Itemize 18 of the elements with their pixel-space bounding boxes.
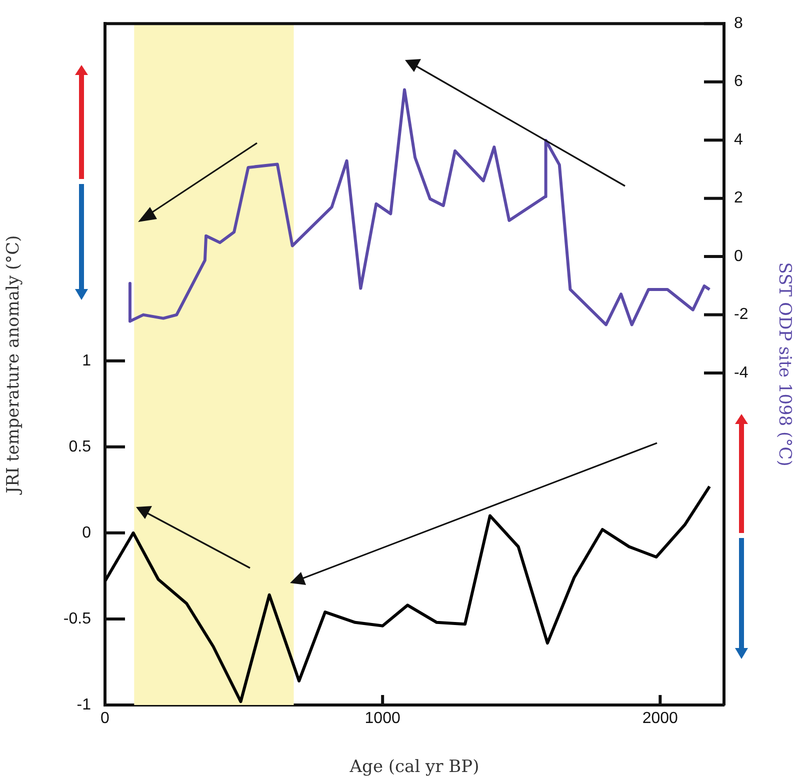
y-tick-label: 0 bbox=[82, 524, 92, 542]
y-axis-title: JRI temperature anomaly (°C) bbox=[4, 235, 24, 496]
x-tick-label: 2000 bbox=[642, 710, 678, 728]
x-tick-label: 0 bbox=[100, 710, 110, 728]
y-tick-label: -0.5 bbox=[63, 610, 92, 628]
y2-tick-label: 8 bbox=[734, 15, 743, 32]
y2-tick-label: 2 bbox=[734, 190, 743, 207]
y-tick-label: -1 bbox=[76, 696, 92, 714]
y2-tick-label: -4 bbox=[734, 364, 748, 382]
y-tick-label: 1 bbox=[82, 352, 92, 370]
y2-tick-label: 4 bbox=[734, 131, 743, 148]
x-tick-label: 1000 bbox=[364, 710, 400, 728]
y2-axis-title: SST ODP site 1098 (°C) bbox=[774, 262, 794, 466]
y2-tick-label: 6 bbox=[734, 73, 743, 90]
x-axis-title: Age (cal yr BP) bbox=[348, 757, 480, 778]
y2-tick-label: 0 bbox=[734, 248, 743, 265]
y2-tick-label: -2 bbox=[734, 306, 748, 324]
y-tick-label: 0.5 bbox=[68, 438, 92, 456]
